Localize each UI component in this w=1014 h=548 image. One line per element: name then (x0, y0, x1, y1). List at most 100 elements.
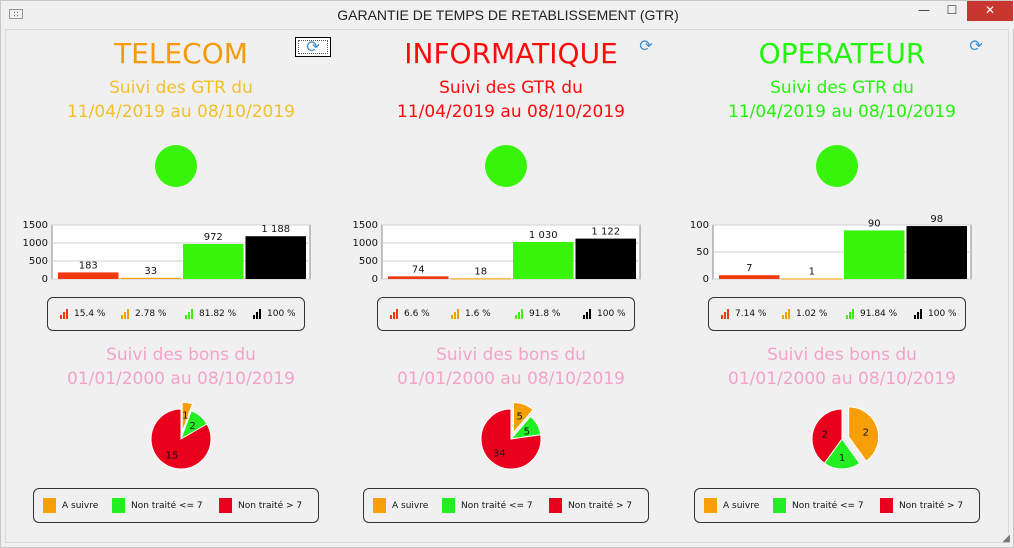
title-bar[interactable]: ∷ GARANTIE DE TEMPS DE RETABLISSEMENT (G… (1, 1, 1014, 29)
green-swatch-icon (112, 498, 125, 513)
bar-value-label: 74 (412, 264, 425, 275)
pie-legend: A suivre Non traité <= 7 Non traité > 7 (694, 488, 980, 523)
orange-signal-icon (451, 309, 459, 319)
bar-value-label: 1 122 (591, 227, 620, 238)
legend-percent: 100 % (597, 309, 626, 319)
bar-value-label: 183 (79, 260, 98, 271)
green-signal-icon (515, 309, 523, 319)
bons-period: 01/01/2000 au 08/10/2019 (67, 369, 295, 389)
legend-label: Non traité <= 7 (461, 500, 533, 511)
y-tick-label: 0 (703, 274, 709, 285)
legend-label: Non traité > 7 (568, 500, 633, 511)
pie-value-label: 2 (822, 429, 828, 440)
pie-value-label: 1 (182, 410, 188, 421)
gtr-label: Suivi des GTR du (109, 78, 253, 98)
y-tick-label: 1500 (353, 220, 378, 231)
pie-slice (181, 401, 194, 433)
status-led (485, 145, 527, 187)
red-signal-icon (390, 309, 398, 319)
green-swatch-icon (442, 498, 455, 513)
legend-item: Non traité <= 7 (442, 489, 533, 522)
pie-chart: 55 34 (480, 401, 542, 470)
close-button[interactable]: ✕ (967, 1, 1013, 21)
refresh-button[interactable]: ⟳ (628, 37, 664, 57)
pie-slice (512, 401, 534, 434)
legend-item: Non traité > 7 (549, 489, 632, 522)
pie-value-label: 5 (517, 412, 523, 423)
pie-value-label: 1 (839, 453, 845, 464)
legend-percent: 15.4 % (74, 309, 106, 319)
legend-label: Non traité > 7 (899, 500, 964, 511)
pie-slice (150, 408, 212, 470)
bar-value-label: 90 (868, 218, 881, 229)
bar (575, 238, 636, 279)
legend-item: 91.84 % (846, 298, 897, 330)
red-signal-icon (60, 309, 68, 319)
green-signal-icon (846, 309, 854, 319)
y-tick-label: 100 (690, 220, 709, 231)
refresh-button[interactable]: ⟳ (295, 37, 331, 57)
legend-item: A suivre (373, 489, 428, 522)
pie-slice (811, 408, 843, 464)
legend-item: 1.6 % (451, 298, 491, 330)
minimize-button[interactable]: — (918, 3, 930, 17)
bar (906, 226, 967, 279)
orange-swatch-icon (704, 498, 717, 513)
legend-label: Non traité <= 7 (792, 500, 864, 511)
bar-chart: 0 500 1000 1500 74 18 1 030 1 122 (353, 220, 641, 285)
y-tick-label: 1500 (23, 220, 48, 231)
legend-percent: 91.84 % (860, 309, 898, 319)
legend-item: 100 % (253, 298, 296, 330)
green-signal-icon (185, 309, 193, 319)
panel-operateur: OPERATEUR Suivi des GTR du 11/04/2019 au 0… (677, 29, 1007, 543)
window-title: GARANTIE DE TEMPS DE RETABLISSEMENT (GTR… (337, 7, 679, 23)
bar-value-label: 1 188 (261, 224, 290, 235)
bar (719, 275, 780, 279)
legend-item: 15.4 % (60, 298, 105, 330)
legend-item: 100 % (583, 298, 626, 330)
gtr-legend: 15.4 % 2.78 % 81.82 % 100 % (47, 297, 305, 331)
panel-telecom: TELECOM Suivi des GTR du 11/04/2019 au 08/… (16, 29, 346, 543)
black-signal-icon (583, 309, 591, 319)
gtr-legend: 7.14 % 1.02 % 91.84 % 100 % (708, 297, 966, 331)
panel-title: TELECOM (114, 37, 248, 70)
legend-percent: 91.8 % (529, 309, 561, 319)
y-tick-label: 500 (29, 256, 48, 267)
orange-signal-icon (782, 309, 790, 319)
pie-legend: A suivre Non traité <= 7 Non traité > 7 (363, 488, 649, 523)
bar (781, 278, 842, 280)
y-tick-label: 500 (359, 256, 378, 267)
legend-item: 91.8 % (515, 298, 560, 330)
bar (120, 277, 181, 279)
legend-item: A suivre (43, 489, 98, 522)
refresh-button[interactable]: ⟳ (958, 37, 994, 57)
legend-percent: 81.82 % (199, 309, 237, 319)
legend-item: Non traité > 7 (219, 489, 302, 522)
pie-chart: 2 1 2 (811, 406, 880, 470)
bons-period: 01/01/2000 au 08/10/2019 (397, 369, 625, 389)
legend-item: 6.6 % (390, 298, 430, 330)
legend-label: A suivre (392, 500, 429, 511)
bar-value-label: 98 (930, 215, 943, 225)
bar (513, 241, 574, 279)
gtr-period: 11/04/2019 au 08/10/2019 (67, 102, 295, 122)
legend-percent: 2.78 % (135, 309, 167, 319)
red-swatch-icon (549, 498, 562, 513)
legend-label: Non traité <= 7 (131, 500, 203, 511)
legend-item: 100 % (914, 298, 957, 330)
bar (183, 244, 244, 279)
bar (245, 236, 306, 279)
legend-label: A suivre (723, 500, 760, 511)
bar (58, 272, 119, 279)
bar (844, 230, 905, 279)
pie-value-label: 34 (493, 449, 506, 460)
legend-item: 1.02 % (782, 298, 827, 330)
orange-signal-icon (121, 309, 129, 319)
bar-chart: 0 50 100 7 1 90 98 (690, 215, 972, 285)
green-swatch-icon (773, 498, 786, 513)
legend-item: Non traité <= 7 (773, 489, 864, 522)
resize-grip-icon[interactable]: ◢ (1002, 533, 1010, 544)
maximize-button[interactable]: ☐ (946, 3, 958, 17)
legend-percent: 1.6 % (465, 309, 491, 319)
black-signal-icon (914, 309, 922, 319)
